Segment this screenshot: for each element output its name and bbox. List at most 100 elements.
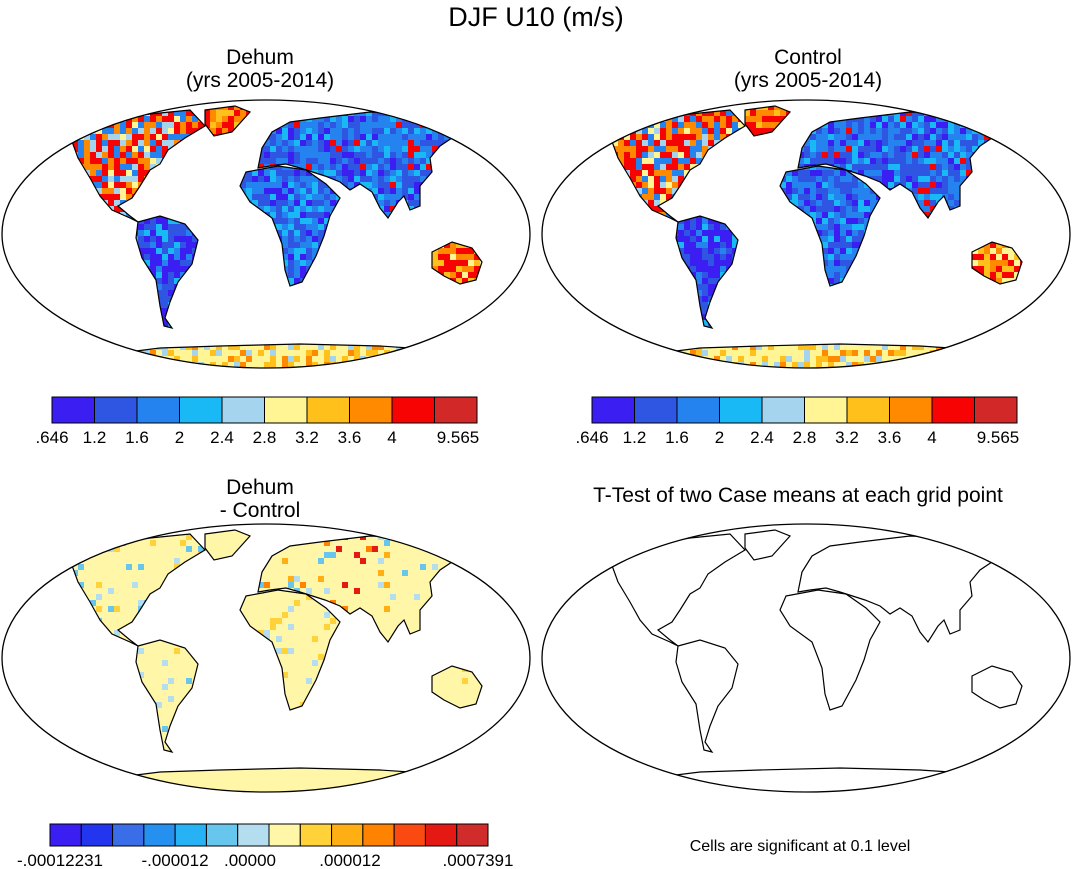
colorbar-diff-tick-label: -.000012 <box>141 851 208 869</box>
colorbar-dehum-swatch <box>136 396 180 424</box>
colorbar-dehum-swatch <box>349 396 393 424</box>
coastline-eurasia <box>257 111 459 220</box>
colorbar-diff-swatch <box>80 823 114 847</box>
map-dehum <box>1 99 531 369</box>
colorbar-diff-swatch <box>49 823 82 847</box>
coastline-south-america <box>675 639 739 753</box>
colorbar-dehum-tick-label: .646 <box>35 428 68 447</box>
coastline-eurasia <box>797 535 999 644</box>
colorbar-diff-swatch <box>112 823 145 847</box>
coastline-australia <box>971 665 1023 709</box>
coastline-north-america <box>69 109 206 223</box>
colorbar-dehum-tick-label: 3.6 <box>338 428 362 447</box>
map-diff <box>1 523 531 793</box>
colorbar-dehum-swatch <box>94 396 138 424</box>
colorbar-control-tick-label: 3.2 <box>835 428 859 447</box>
map-control <box>541 99 1071 369</box>
colorbar-control-swatch <box>634 396 678 424</box>
colorbar-control-tick-label: 3.6 <box>878 428 902 447</box>
colorbar-control-tick-label: 2.8 <box>793 428 817 447</box>
colorbar-diff-swatch <box>268 823 301 847</box>
colorbar-diff-swatch <box>331 823 364 847</box>
colorbar-dehum-swatch <box>434 396 478 424</box>
colorbar-dehum-tick-label: 1.2 <box>83 428 107 447</box>
colorbar-dehum: .646 1.2 1.6 2 2.4 2.8 3.2 3.6 4 9.565 <box>35 396 479 447</box>
coastline-africa <box>239 165 341 287</box>
panel-title-ttest: T-Test of two Case means at each grid po… <box>528 484 1068 507</box>
colorbar-control-swatch <box>931 396 975 424</box>
figure-title: DJF U10 (m/s) <box>0 2 1072 33</box>
coastline-greenland <box>204 105 252 137</box>
coastline-south-america <box>675 215 739 329</box>
colorbar-dehum-tick-label: 3.2 <box>295 428 319 447</box>
panel-title-dehum-line1: Dehum <box>90 46 430 69</box>
colorbar-control-tick-label: 2.4 <box>750 428 774 447</box>
map-border <box>541 523 1071 793</box>
colorbar-control-swatch <box>889 396 933 424</box>
colorbar-diff-swatch <box>205 823 239 847</box>
panel-title-diff-line1: Dehum <box>90 476 430 499</box>
coastline-australia <box>431 241 483 285</box>
coastline-greenland <box>204 529 252 561</box>
panel-title-control: Control (yrs 2005-2014) <box>638 46 978 92</box>
map-border <box>1 99 531 369</box>
colorbar-control-swatch <box>719 396 763 424</box>
colorbar-dehum-swatch <box>179 396 223 424</box>
coastline-north-america <box>609 533 746 647</box>
colorbar-diff-swatch <box>143 823 176 847</box>
coastline-africa <box>779 165 881 287</box>
colorbar-diff-swatch <box>174 823 207 847</box>
panel-title-diff-line2: - Control <box>90 499 430 522</box>
coastline-africa <box>239 589 341 711</box>
coastline-north-america <box>69 533 206 647</box>
colorbar-control-tick-label: 4 <box>927 428 936 447</box>
colorbar-control-tick-label: 9.565 <box>977 428 1020 447</box>
colorbar-diff-swatch <box>424 823 458 847</box>
coastline-africa <box>779 589 881 711</box>
coastline-greenland <box>744 529 792 561</box>
panel-title-dehum: Dehum (yrs 2005-2014) <box>90 46 430 92</box>
coastline-eurasia <box>257 535 459 644</box>
panel-title-control-line2: (yrs 2005-2014) <box>638 69 978 92</box>
colorbar-control-tick-label: 1.2 <box>623 428 647 447</box>
colorbar-diff-tick-label: .0007391 <box>443 851 514 869</box>
colorbar-control-tick-label: 2 <box>715 428 724 447</box>
colorbar-dehum-swatch <box>51 396 95 424</box>
colorbar-diff-swatch <box>237 823 270 847</box>
colorbar-diff-tick-label: -.00012231 <box>17 851 103 869</box>
colorbar-control-swatch <box>761 396 805 424</box>
colorbar-dehum-tick-label: 4 <box>387 428 396 447</box>
coastline-eurasia <box>797 111 999 220</box>
colorbar-control-swatch <box>846 396 890 424</box>
panel-title-diff: Dehum - Control <box>90 476 430 522</box>
coastline-north-america <box>609 109 746 223</box>
panel-title-dehum-line2: (yrs 2005-2014) <box>90 69 430 92</box>
colorbar-diff-tick-label: .000012 <box>319 851 380 869</box>
colorbar-control: .646 1.2 1.6 2 2.4 2.8 3.2 3.6 4 9.565 <box>575 396 1020 447</box>
colorbar-dehum-tick-label: 2 <box>175 428 184 447</box>
colorbar-diff-tick-label: .00000 <box>224 851 276 869</box>
significance-note: Cells are significant at 0.1 level <box>600 838 1000 856</box>
map-ttest <box>541 523 1071 793</box>
colorbar-dehum-tick-label: 2.4 <box>210 428 234 447</box>
colorbar-dehum-tick-label: 1.6 <box>125 428 149 447</box>
colorbar-control-tick-label: .646 <box>575 428 608 447</box>
colorbar-diff-swatch <box>299 823 333 847</box>
coastline-australia <box>971 241 1023 285</box>
coastline-south-america <box>135 215 199 329</box>
colorbar-control-swatch <box>804 396 848 424</box>
coastline-australia <box>431 665 483 709</box>
colorbar-dehum-swatch <box>391 396 435 424</box>
colorbar-diff: -.00012231 -.000012 .00000 .000012 .0007391 <box>17 823 514 869</box>
coastline-greenland <box>744 105 792 137</box>
colorbar-diff-swatch <box>362 823 395 847</box>
panel-title-control-line1: Control <box>638 46 978 69</box>
colorbar-dehum-swatch <box>306 396 350 424</box>
colorbar-control-swatch <box>974 396 1018 424</box>
map-border <box>1 523 531 793</box>
colorbar-dehum-swatch <box>221 396 265 424</box>
coastline-south-america <box>135 639 199 753</box>
colorbar-dehum-swatch <box>264 396 308 424</box>
colorbar-control-swatch <box>676 396 720 424</box>
colorbar-diff-swatch <box>456 823 489 847</box>
